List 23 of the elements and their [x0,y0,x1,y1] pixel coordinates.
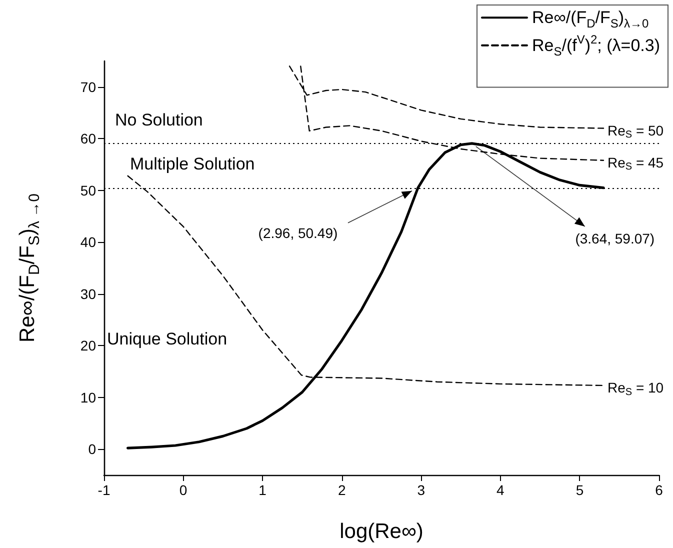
x-tick-label: 0 [179,482,188,498]
y-tick-label: 0 [88,441,96,458]
annotation: (2.96, 50.49) [258,224,338,241]
x-tick-label: 5 [576,482,584,498]
y-tick-label: 40 [80,234,96,250]
x-axis-title: log(Re∞) [340,520,424,544]
y-axis-title: Re∞/(FD/FS)λ →0 [16,194,43,342]
y-tick-label: 30 [80,286,96,302]
annotation: (3.64, 59.07) [575,230,655,246]
x-tick-label: 2 [338,482,346,498]
annotation: Unique Solution [107,330,228,348]
y-tick-label: 20 [80,338,96,354]
y-tick-label: 70 [80,78,96,95]
x-tick-label: -1 [98,482,110,498]
y-tick-label: 10 [80,389,96,406]
annotation: No Solution [115,110,203,130]
x-tick-label: 1 [258,482,267,498]
annotation: Multiple Solution [130,154,255,174]
x-tick-label: 3 [417,482,426,498]
x-tick-label: 6 [655,482,664,498]
y-tick-label: 50 [80,182,96,198]
x-tick-label: 4 [496,482,505,498]
y-tick-label: 60 [80,130,96,147]
